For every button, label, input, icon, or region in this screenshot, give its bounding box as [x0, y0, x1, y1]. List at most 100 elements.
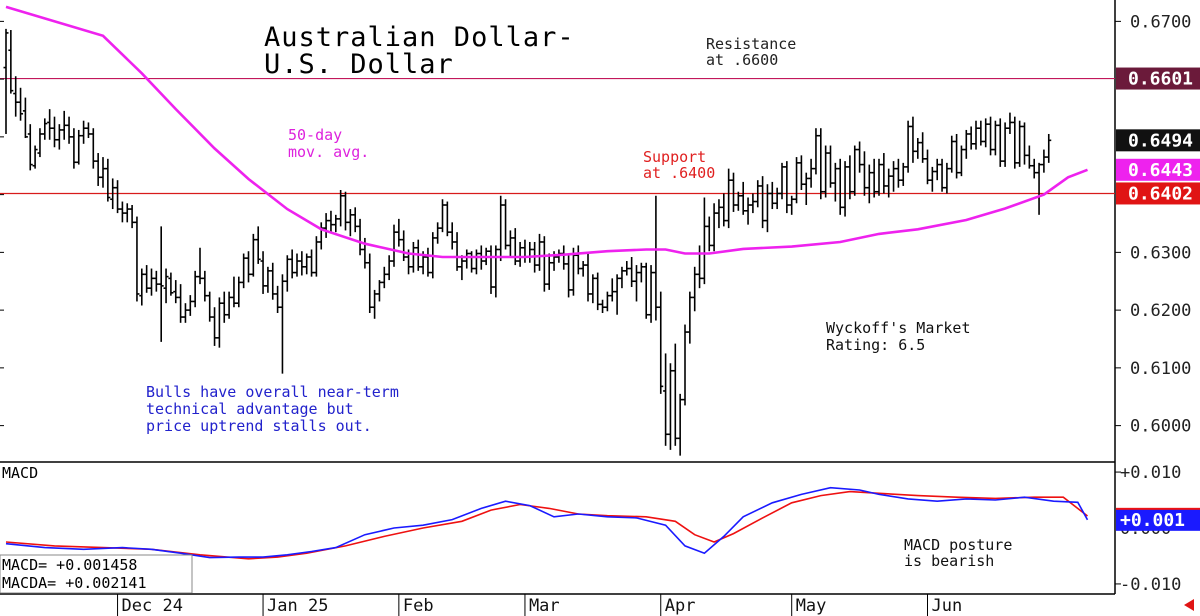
- price-bar: [925, 149, 930, 185]
- price-bar: [949, 135, 955, 173]
- price-bar: [440, 199, 445, 233]
- price-bar: [61, 110, 67, 140]
- price-bar: [192, 270, 198, 308]
- price-bar: [202, 270, 208, 302]
- price-bar: [745, 197, 751, 225]
- price-bar: [939, 158, 945, 192]
- price-bar: [789, 195, 795, 215]
- price-bar: [367, 253, 373, 314]
- price-bar: [667, 363, 673, 450]
- price-bar: [857, 141, 863, 173]
- price-tick-label: 0.6300: [1130, 243, 1191, 263]
- price-bar: [473, 249, 479, 275]
- price-bar: [3, 28, 9, 134]
- date-tick-label: Jun: [932, 596, 963, 616]
- price-bar: [992, 120, 998, 156]
- price-tick-label: 0.6200: [1130, 301, 1191, 321]
- price-bar: [289, 249, 295, 279]
- price-bar: [590, 274, 596, 304]
- price-tag-box: [1116, 67, 1200, 90]
- price-bar: [18, 87, 24, 121]
- scroll-left-arrow-icon[interactable]: [1184, 599, 1194, 611]
- date-tick-label: Feb: [403, 596, 434, 616]
- price-bar: [376, 280, 382, 302]
- price-bar: [401, 230, 407, 262]
- macda-readout: MACDA= +0.002141: [2, 574, 147, 592]
- price-bar: [978, 120, 984, 146]
- price-bar: [803, 172, 809, 206]
- price-bar: [119, 201, 125, 223]
- price-bar: [677, 393, 683, 456]
- price-bar: [735, 191, 741, 211]
- price-bar: [692, 266, 698, 312]
- price-bar: [149, 268, 154, 296]
- bulls-annotation-line3: price uptrend stalls out.: [146, 417, 372, 435]
- price-bar: [381, 266, 387, 289]
- price-bar: [634, 265, 639, 302]
- date-tick-label: May: [796, 596, 827, 616]
- price-bar: [895, 158, 901, 188]
- price-bar: [265, 266, 271, 293]
- macd-label: MACD: [2, 464, 38, 482]
- price-bar: [158, 226, 164, 342]
- price-bar: [876, 158, 882, 196]
- price-bar: [512, 228, 518, 266]
- price-bar: [604, 291, 610, 312]
- price-bar: [459, 255, 465, 281]
- price-bar: [22, 97, 28, 139]
- support-annotation-line2: at .6400: [643, 164, 715, 182]
- price-bar: [313, 236, 319, 277]
- price-bar: [52, 116, 57, 148]
- price-bar: [32, 145, 38, 169]
- price-bar: [347, 209, 353, 237]
- price-bar: [357, 218, 363, 256]
- price-bar: [129, 205, 135, 229]
- price-bar: [1046, 133, 1052, 163]
- bulls-annotation-line2: technical advantage but: [146, 400, 354, 418]
- price-bar: [832, 162, 838, 202]
- price-tag-box: [1116, 129, 1200, 152]
- price-bar: [963, 129, 969, 159]
- price-bar: [706, 216, 712, 252]
- price-bar: [861, 151, 867, 196]
- bulls-annotation-line1: Bulls have overall near-term: [146, 383, 399, 401]
- price-bar: [507, 230, 513, 257]
- price-bar: [886, 168, 892, 198]
- price-bar: [1041, 149, 1047, 173]
- price-bar: [255, 226, 261, 264]
- price-bar: [570, 247, 576, 296]
- price-bar: [701, 197, 707, 285]
- price-bar: [56, 124, 62, 150]
- price-bar: [173, 280, 179, 304]
- price-bar: [498, 195, 504, 262]
- price-bar: [609, 278, 615, 302]
- price-bar: [915, 138, 921, 159]
- price-bar: [1002, 122, 1008, 167]
- macd-tick-label: +0.010: [1120, 463, 1181, 483]
- date-axis-labels: Dec 24 Jan 25 Feb Mar Apr May Jun: [117, 594, 963, 616]
- price-bar: [449, 222, 455, 250]
- price-bar: [71, 128, 77, 169]
- price-bar: [275, 285, 281, 314]
- support-annotation-line1: Support: [643, 148, 706, 166]
- price-bar: [454, 232, 460, 271]
- price-bar: [37, 128, 43, 158]
- price-bar: [614, 274, 620, 315]
- price-bar: [435, 222, 441, 244]
- date-tick-label: Mar: [529, 596, 560, 616]
- price-bar: [246, 251, 251, 283]
- price-bar: [1012, 116, 1018, 169]
- price-bar: [828, 145, 833, 188]
- price-bar: [629, 256, 635, 288]
- support-resistance-lines: [0, 77, 1115, 195]
- price-bar: [726, 168, 732, 229]
- price-bar: [954, 133, 960, 179]
- price-bar: [144, 265, 150, 293]
- price-bar: [168, 272, 174, 296]
- price-bar: [279, 274, 285, 374]
- price-bar: [226, 291, 232, 319]
- macd-line: [5, 486, 1089, 559]
- price-bar: [1026, 145, 1032, 169]
- price-bar: [221, 291, 227, 323]
